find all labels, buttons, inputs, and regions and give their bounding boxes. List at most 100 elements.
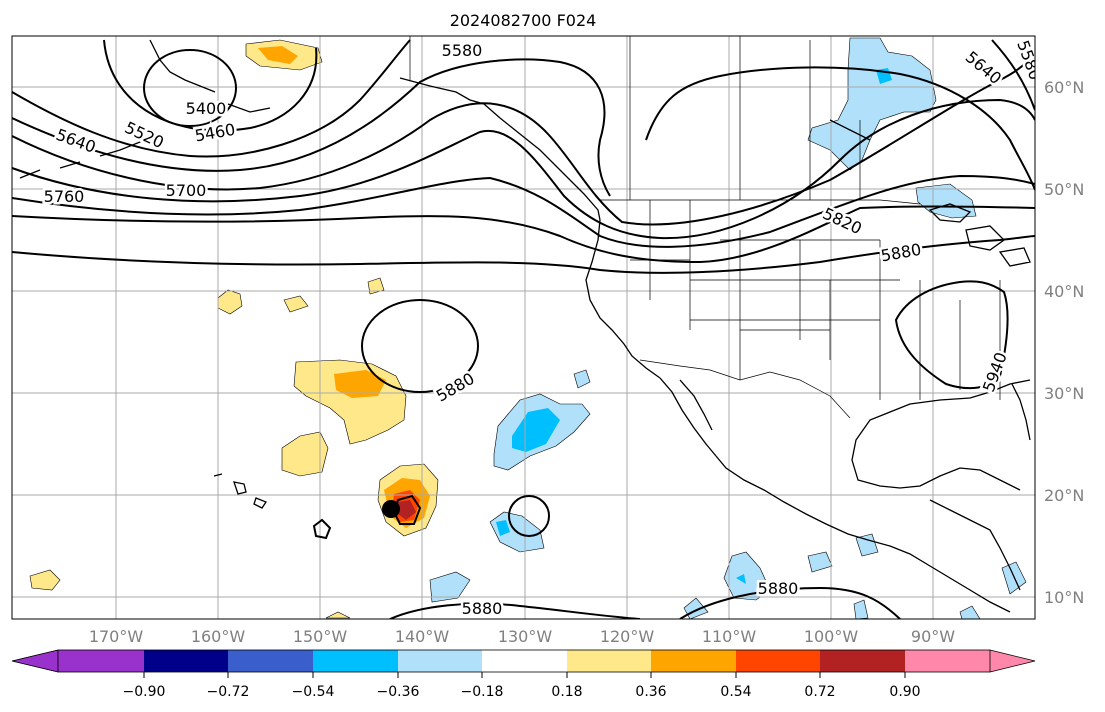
height-contours — [12, 39, 1035, 619]
colorbar-segment — [58, 650, 144, 672]
coast-hudson — [829, 119, 871, 141]
colorbar-segment — [398, 650, 482, 672]
lat-label: 40°N — [1044, 282, 1084, 301]
cool-patch-south-1 — [429, 571, 471, 603]
map-panel: 5580 5640 5580 5400 5520 5460 5640 5700 … — [11, 35, 1036, 620]
contour-label: 5700 — [166, 181, 207, 200]
lat-label: 50°N — [1044, 180, 1084, 199]
coast-gulf — [851, 379, 1031, 491]
lon-label: 130°W — [498, 627, 553, 646]
lat-label: 20°N — [1044, 486, 1084, 505]
coast-central-america — [929, 499, 1021, 591]
coast-alaska — [149, 39, 601, 221]
contour-5880 — [12, 235, 1035, 274]
contour-label: 5400 — [186, 99, 227, 118]
contour-5880-south-2 — [679, 586, 901, 619]
contour-label: 5580 — [442, 41, 483, 60]
cool-patch-south-7 — [853, 599, 869, 619]
colorbar-segment — [482, 650, 567, 672]
colorbar-segment — [144, 650, 228, 672]
colorbar-extend-low — [11, 649, 59, 673]
warm-patch-2 — [283, 295, 309, 313]
colorbar-tick-label: 0.90 — [889, 684, 920, 700]
colorbar-segment — [567, 650, 651, 672]
colorbar — [11, 649, 1036, 673]
contour-5880-upper — [645, 66, 1035, 191]
warm-core-alaska — [258, 46, 298, 64]
closed-contour-small — [312, 518, 332, 540]
warm-patch-south — [29, 569, 61, 591]
coast-baja — [659, 377, 717, 457]
high-contour-5880 — [361, 299, 479, 393]
lon-label: 90°W — [911, 627, 955, 646]
contour-5460 — [103, 39, 318, 132]
border-us-mexico — [639, 359, 851, 419]
colorbar-tick-label: −0.90 — [123, 684, 166, 700]
colorbar-segment — [313, 650, 398, 672]
lat-label: 60°N — [1044, 78, 1084, 97]
contour-5820 — [12, 205, 1035, 264]
lon-label: 100°W — [804, 627, 859, 646]
lon-label: 160°W — [191, 627, 246, 646]
lat-label: 30°N — [1044, 384, 1084, 403]
warm-patch-3 — [367, 277, 385, 295]
colorbar-frame — [57, 649, 991, 673]
colorbar-extend-high — [905, 650, 1035, 672]
cool-core-south-2 — [736, 574, 746, 584]
contour-label: 5880 — [462, 599, 503, 618]
longitude-labels: 170°W 160°W 150°W 140°W 130°W 120°W 110°… — [89, 627, 955, 646]
warm-core-central — [334, 370, 386, 398]
contour-5880-south — [389, 602, 641, 619]
cool-patch-south-3 — [807, 551, 833, 573]
cool-patch-small-1 — [573, 369, 591, 389]
colorbar-tick-label: −0.72 — [207, 684, 250, 700]
colorbar-tick-label: 0.54 — [720, 684, 751, 700]
contour-5640 — [12, 51, 1035, 226]
contour-5940 — [894, 280, 1009, 390]
colorbar-segment — [820, 650, 905, 672]
warm-patch-bottom — [325, 611, 351, 619]
warm-core-storm-dark — [398, 500, 416, 520]
colorbar-tick-label: 0.72 — [804, 684, 835, 700]
cool-patch-south-4 — [855, 533, 879, 557]
cool-patch-south-2 — [723, 551, 771, 601]
coastlines — [19, 39, 1031, 613]
hawaii-islands — [213, 473, 267, 509]
lat-label: 10°N — [1044, 588, 1084, 607]
coast-west-us — [585, 219, 661, 379]
contour-5520 — [12, 39, 411, 158]
lon-label: 150°W — [293, 627, 348, 646]
lon-label: 170°W — [89, 627, 144, 646]
coast-mexico-pacific — [715, 455, 1011, 613]
colorbar-tick-label: −0.54 — [292, 684, 335, 700]
contour-5580 — [12, 58, 611, 197]
latitude-labels: 60°N 50°N 40°N 30°N 20°N 10°N — [1044, 78, 1084, 607]
contour-label: 5880 — [758, 579, 799, 598]
cool-core-pacific — [512, 408, 560, 452]
colorbar-extend-outline — [11, 649, 1036, 673]
cool-patch-south-8 — [959, 605, 981, 619]
colorbar-segment — [736, 650, 820, 672]
lon-label: 140°W — [395, 627, 450, 646]
warm-patch-west — [281, 431, 329, 477]
map-frame — [11, 35, 1036, 620]
map-title: 2024082700 F024 — [450, 11, 597, 30]
closed-contour-1 — [508, 495, 550, 537]
storm-center-marker — [382, 500, 400, 518]
lon-label: 110°W — [702, 627, 757, 646]
contour-5760 — [12, 174, 1035, 248]
colorbar-ticks: −0.90 −0.72 −0.54 −0.36 −0.18 0.18 0.36 … — [123, 672, 921, 700]
lon-label: 120°W — [600, 627, 655, 646]
coast-florida — [1011, 383, 1031, 441]
colorbar-tick-label: 0.36 — [635, 684, 666, 700]
contour-label: 5760 — [44, 187, 85, 206]
colorbar-segment — [228, 650, 313, 672]
border-us-canada — [600, 199, 921, 205]
colorbar-tick-label: −0.36 — [377, 684, 420, 700]
colorbar-tick-label: 0.18 — [551, 684, 582, 700]
province-borders — [629, 36, 861, 200]
colorbar-tick-label: −0.18 — [461, 684, 504, 700]
contour-5700 — [12, 98, 1035, 240]
colorbar-segment — [651, 650, 736, 672]
